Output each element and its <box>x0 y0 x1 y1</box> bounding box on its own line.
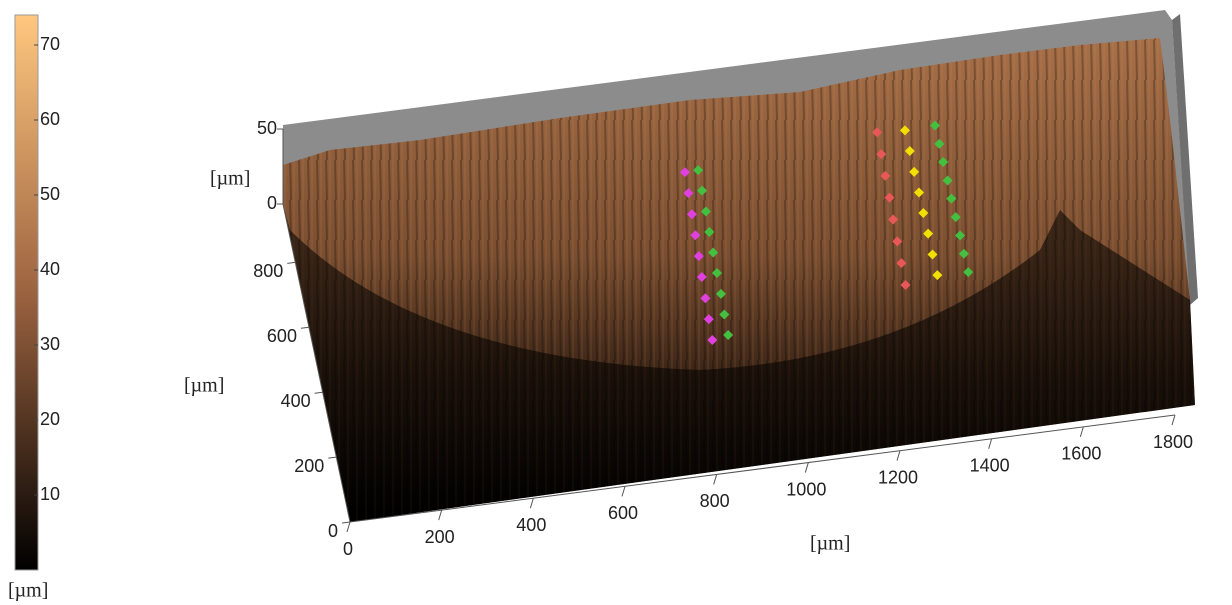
y-tick <box>342 522 350 523</box>
colorbar-tick-label: 60 <box>40 109 60 129</box>
y-tick-label: 800 <box>253 261 283 281</box>
colorbar <box>15 15 38 570</box>
x-tick <box>530 498 533 508</box>
y-tick <box>315 392 323 393</box>
y-tick <box>328 457 336 458</box>
colorbar-tick-label: 40 <box>40 259 60 279</box>
x-tick-label: 800 <box>700 491 730 511</box>
y-tick-label: 200 <box>294 456 324 476</box>
colorbar-tick-label: 20 <box>40 409 60 429</box>
x-tick <box>805 463 808 473</box>
x-tick <box>714 474 717 484</box>
x-tick <box>439 510 442 520</box>
colorbar-tick-label: 10 <box>40 484 60 504</box>
colorbar-tick-label: 70 <box>40 34 60 54</box>
x-tick <box>989 439 992 449</box>
colorbar-tick-label: 50 <box>40 184 60 204</box>
x-tick <box>1080 427 1083 437</box>
x-tick-label: 0 <box>343 539 353 559</box>
x-axis-label: [µm] <box>810 533 850 555</box>
y-tick-label: 400 <box>281 391 311 411</box>
y-tick-label: 0 <box>328 521 338 541</box>
x-tick-label: 1600 <box>1061 444 1101 464</box>
x-tick <box>1172 415 1175 425</box>
x-tick-label: 1000 <box>786 479 826 499</box>
z-axis-label: [µm] <box>210 168 250 190</box>
x-tick-label: 1200 <box>878 467 918 487</box>
x-tick-label: 1400 <box>970 456 1010 476</box>
z-tick-label: 0 <box>267 193 277 213</box>
x-tick <box>622 486 625 496</box>
x-tick-label: 400 <box>516 515 546 535</box>
x-tick-label: 200 <box>425 527 455 547</box>
x-tick-label: 600 <box>608 503 638 523</box>
z-tick-label: 50 <box>257 118 277 138</box>
x-tick <box>347 522 350 532</box>
colorbar-label: [µm] <box>8 580 48 602</box>
chart: 0200400600800100012001400160018000200400… <box>0 0 1232 605</box>
y-tick <box>301 327 309 328</box>
colorbar-tick-label: 30 <box>40 334 60 354</box>
y-axis-label: [µm] <box>184 375 224 397</box>
y-tick <box>287 262 295 263</box>
x-tick-label: 1800 <box>1153 432 1193 452</box>
x-tick <box>897 451 900 461</box>
y-tick-label: 600 <box>267 326 297 346</box>
